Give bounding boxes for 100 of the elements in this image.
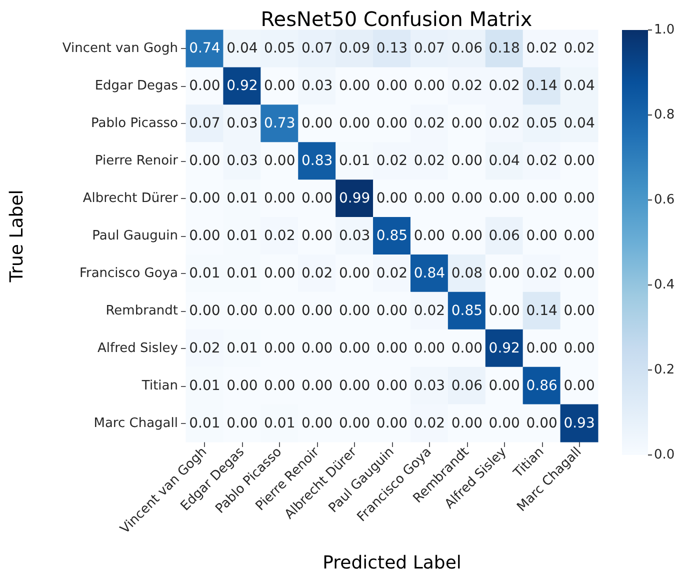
data-label: 0.93 [564, 415, 595, 432]
data-label: 0.00 [302, 340, 333, 356]
data-label: 0.00 [488, 265, 520, 282]
data-label: 0.04 [226, 40, 258, 57]
data-label: 0.01 [189, 415, 220, 432]
data-label: 0.00 [376, 302, 408, 319]
data-label: 0.02 [414, 153, 446, 170]
data-label: 0.01 [226, 190, 258, 207]
data-label: 0.01 [226, 228, 258, 244]
data-label: 0.05 [264, 40, 296, 57]
y-tick-label: Vincent van Gogh [62, 41, 178, 56]
data-label: 0.00 [376, 378, 408, 394]
data-label: 0.00 [338, 340, 370, 356]
color-bar-label: 0.8 [654, 108, 675, 122]
chart-title: ResNet50 Confusion Matrix [260, 7, 532, 31]
data-label: 0.00 [338, 116, 370, 132]
data-label: 0.02 [526, 153, 558, 170]
data-label: 0.18 [488, 40, 520, 57]
data-label: 0.02 [414, 302, 446, 319]
data-label: 0.02 [526, 265, 558, 282]
data-label: 0.01 [338, 153, 370, 170]
data-label: 0.07 [189, 116, 220, 132]
data-label: 0.00 [338, 415, 370, 432]
y-tick-label: Marc Chagall [94, 416, 178, 431]
data-label: 0.01 [226, 340, 258, 356]
data-label: 0.00 [338, 378, 370, 394]
data-label: 0.00 [264, 340, 296, 356]
data-label: 0.00 [376, 78, 408, 94]
data-label: 0.04 [564, 116, 595, 132]
x-axis-title: Predicted Label [322, 552, 462, 574]
data-label: 0.03 [226, 116, 258, 132]
data-label: 0.00 [302, 116, 333, 132]
data-label: 0.00 [451, 415, 482, 432]
data-label: 0.00 [302, 228, 333, 244]
data-label: 0.00 [189, 302, 220, 319]
data-label: 0.00 [564, 340, 595, 356]
data-label: 0.05 [526, 116, 558, 132]
data-label: 0.00 [264, 153, 296, 170]
data-label: 0.00 [451, 116, 482, 132]
data-label: 0.00 [338, 265, 370, 282]
data-label: 0.00 [302, 378, 333, 394]
data-label: 0.92 [488, 340, 520, 356]
data-label: 0.03 [414, 378, 446, 394]
data-label: 0.00 [376, 340, 408, 356]
y-tick-label: Rembrandt [106, 303, 178, 318]
data-label: 0.03 [338, 228, 370, 244]
data-label: 0.74 [189, 40, 220, 57]
color-bar-label: 0.6 [654, 192, 675, 208]
color-bar-label: 0.0 [654, 448, 675, 462]
data-label: 0.00 [564, 378, 595, 394]
data-label: 0.00 [189, 78, 220, 94]
y-tick-label: Titian [140, 378, 178, 394]
data-label: 0.04 [488, 153, 520, 170]
data-label: 0.92 [226, 78, 258, 94]
data-label: 0.00 [488, 415, 520, 432]
data-label: 0.00 [451, 228, 482, 244]
data-label: 0.01 [264, 415, 296, 432]
data-label: 0.00 [376, 190, 408, 207]
data-label: 0.00 [414, 190, 446, 207]
y-axis-title: True Label [6, 190, 28, 284]
data-label: 0.00 [451, 340, 482, 356]
data-label: 0.00 [189, 228, 220, 244]
data-label: 0.00 [451, 190, 482, 207]
data-label: 0.85 [451, 302, 482, 319]
data-label: 0.99 [338, 190, 370, 207]
data-label: 0.00 [189, 190, 220, 207]
y-tick-label: Francisco Goya [79, 266, 178, 281]
data-label: 0.85 [376, 228, 408, 244]
data-label: 0.83 [302, 153, 333, 170]
data-label: 0.00 [488, 302, 520, 319]
color-bar-label: 1.0 [654, 22, 675, 38]
data-label: 0.00 [189, 153, 220, 170]
data-label: 0.02 [189, 340, 220, 356]
data-label: 0.00 [488, 378, 520, 394]
data-label: 0.13 [376, 40, 408, 57]
data-label: 0.03 [302, 78, 333, 94]
data-label: 0.00 [264, 265, 296, 282]
data-label: 0.00 [338, 302, 370, 319]
data-label: 0.00 [488, 190, 520, 207]
data-label: 0.09 [338, 40, 370, 57]
data-label: 0.00 [564, 190, 595, 207]
data-label: 0.03 [226, 153, 258, 170]
data-label: 0.00 [226, 415, 258, 432]
data-label: 0.00 [338, 78, 370, 94]
y-tick-label: Edgar Degas [94, 78, 178, 94]
data-label: 0.00 [226, 378, 258, 394]
data-label: 0.00 [302, 302, 333, 319]
data-label: 0.00 [526, 340, 558, 356]
data-label: 0.00 [564, 153, 595, 170]
data-label: 0.06 [451, 378, 483, 394]
color-bar-label: 0.2 [654, 362, 675, 378]
data-label: 0.04 [564, 78, 595, 94]
data-label: 0.06 [488, 228, 520, 244]
data-label: 0.00 [451, 153, 482, 170]
data-label: 0.07 [302, 40, 333, 57]
data-label: 0.01 [226, 265, 258, 282]
data-label: 0.02 [264, 228, 296, 244]
data-label: 0.00 [264, 78, 296, 94]
data-label: 0.00 [226, 302, 258, 319]
data-label: 0.84 [414, 265, 446, 282]
